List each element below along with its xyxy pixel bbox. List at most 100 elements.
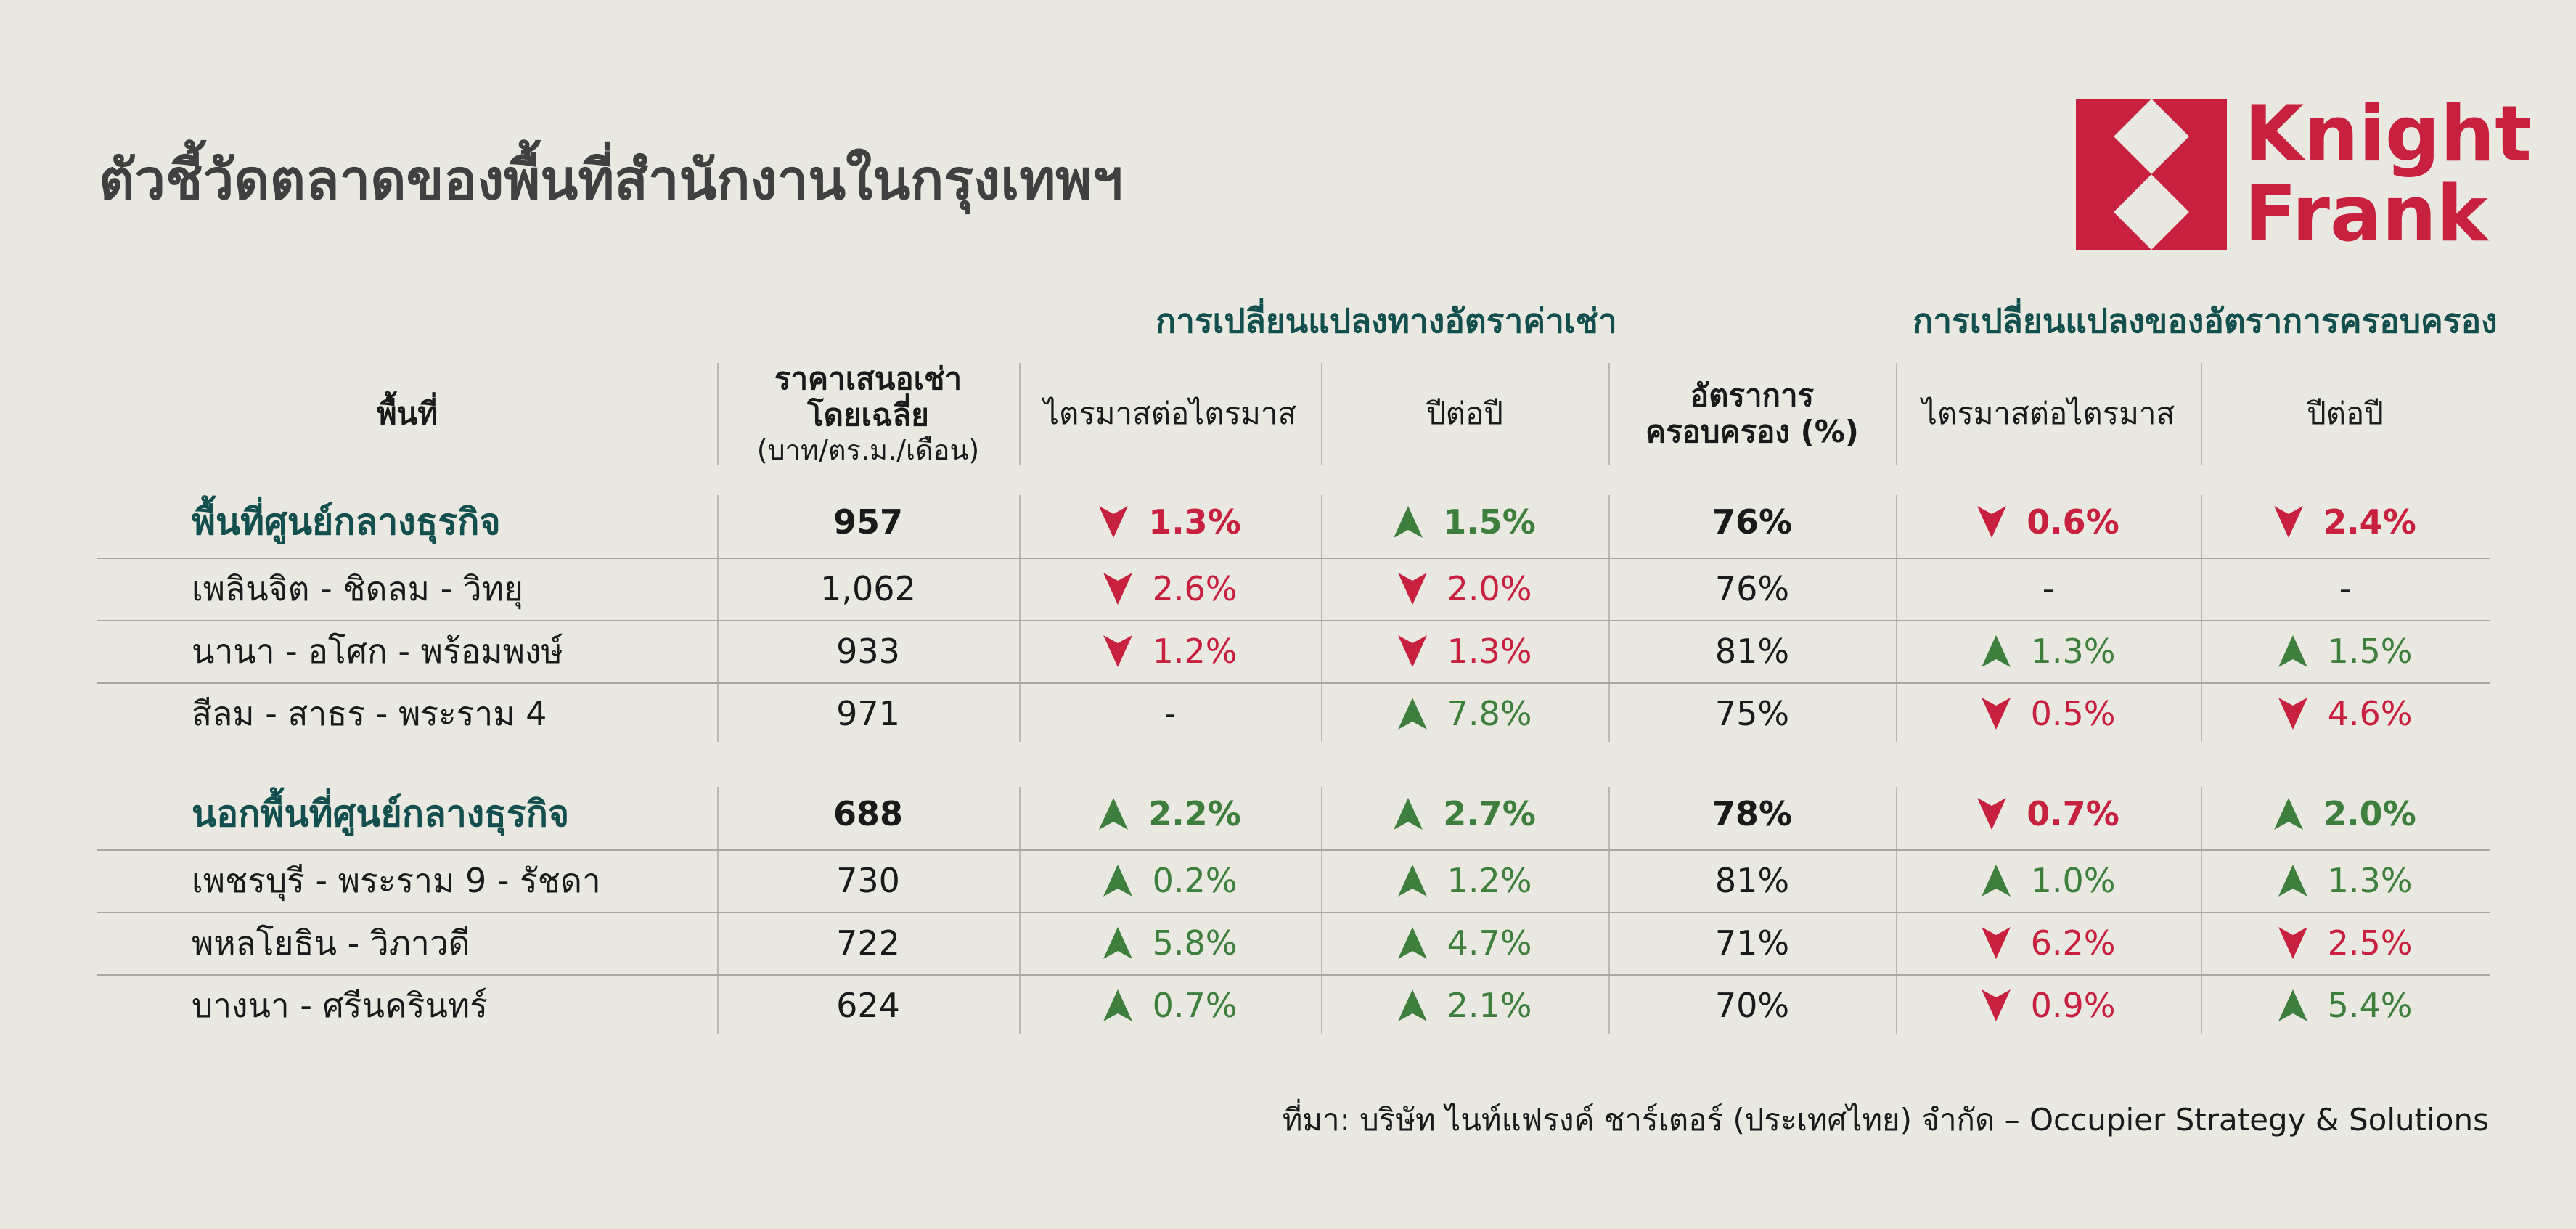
cell-occ-qoq: 1.3% xyxy=(1896,620,2201,682)
row-divider xyxy=(97,849,2490,851)
change-value: 1.3% xyxy=(1148,502,1241,542)
col-header-occ-line2: ครอบครอง (%) xyxy=(1645,414,1860,449)
col-header-occupancy: อัตราการ ครอบครอง (%) xyxy=(1608,363,1896,465)
cell-area-name: นานา - อโศก - พร้อมพงษ์ xyxy=(192,631,563,671)
source-note: ที่มา: บริษัท ไนท์แฟรงค์ ชาร์เตอร์ (ประเ… xyxy=(1282,1102,2489,1138)
change-value: 0.7% xyxy=(2027,794,2119,833)
arrow-down-icon xyxy=(2274,506,2304,538)
cell-rent-yoy: 2.0% xyxy=(1321,558,1608,620)
row-divider xyxy=(97,912,2490,913)
change-value: 1.5% xyxy=(1443,502,1536,542)
cell-occ-qoq: 1.0% xyxy=(1896,849,2201,912)
arrow-down-icon xyxy=(1397,573,1427,605)
col-header-area-label: พื้นที่ xyxy=(376,395,438,431)
change-value: 2.1% xyxy=(1447,986,1532,1025)
change-value: 0.7% xyxy=(1152,986,1238,1025)
arrow-up-icon xyxy=(1981,635,2011,667)
cell-rent-yoy: 1.5% xyxy=(1321,491,1608,553)
col-header-rent-qoq-label: ไตรมาสต่อไตรมาส xyxy=(1043,395,1297,431)
col-header-occ-qoq-label: ไตรมาสต่อไตรมาส xyxy=(1921,395,2175,431)
cell-occupancy: 76% xyxy=(1714,569,1790,608)
change-value: 1.3% xyxy=(1447,632,1532,671)
change-value: - xyxy=(2339,569,2352,608)
arrow-down-icon xyxy=(1981,989,2011,1021)
table-divider xyxy=(1019,495,1021,742)
col-header-rent-line2: โดยเฉลี่ย xyxy=(807,397,929,433)
header-divider xyxy=(717,363,719,465)
change-value: - xyxy=(1164,694,1177,733)
cell-rent-yoy: 1.3% xyxy=(1321,620,1608,682)
table-divider xyxy=(2201,787,2202,1034)
table-divider xyxy=(717,495,719,742)
cell-rent-qoq: 1.2% xyxy=(1019,620,1321,682)
arrow-up-icon xyxy=(1103,865,1132,897)
cell-rent-qoq: 0.7% xyxy=(1019,974,1321,1037)
cell-area-name: เพลินจิต - ชิดลม - วิทยุ xyxy=(192,568,523,608)
change-value: 2.4% xyxy=(2323,502,2416,542)
header-divider xyxy=(2201,363,2202,465)
cell-occ-qoq: 0.6% xyxy=(1896,491,2201,553)
knight-frank-logo: Knight Frank xyxy=(2076,96,2532,256)
change-value: 5.8% xyxy=(1152,923,1238,963)
arrow-down-icon xyxy=(2278,927,2307,959)
change-value: 1.0% xyxy=(2030,861,2116,900)
group-header-occupancy-change: การเปลี่ยนแปลงของอัตราการครอบครอง xyxy=(1913,301,2498,340)
cell-occ-yoy: 2.5% xyxy=(2201,912,2490,974)
cell-rent: 957 xyxy=(833,502,904,542)
page-title: ตัวชี้วัดตลาดของพื้นที่สำนักงานในกรุงเทพ… xyxy=(99,147,1124,212)
arrow-up-icon xyxy=(1103,927,1132,959)
table-divider xyxy=(1896,495,1897,742)
arrow-up-icon xyxy=(2278,635,2307,667)
col-header-rent-qoq: ไตรมาสต่อไตรมาส xyxy=(1019,363,1321,465)
col-header-rent-yoy-label: ปีต่อปี xyxy=(1426,395,1503,431)
arrow-down-icon xyxy=(1981,927,2011,959)
group-header-rent-change: การเปลี่ยนแปลงทางอัตราค่าเช่า xyxy=(1156,301,1617,340)
arrow-up-icon xyxy=(1103,989,1132,1021)
col-header-occ-qoq: ไตรมาสต่อไตรมาส xyxy=(1896,363,2201,465)
table-divider xyxy=(1608,495,1610,742)
table-divider xyxy=(1019,787,1021,1034)
change-value: 1.3% xyxy=(2327,861,2413,900)
cell-rent-qoq: 5.8% xyxy=(1019,912,1321,974)
cell-occ-qoq: - xyxy=(1896,558,2201,620)
cell-occupancy: 71% xyxy=(1714,923,1790,963)
cell-rent-qoq: - xyxy=(1019,682,1321,745)
cell-occ-yoy: 4.6% xyxy=(2201,682,2490,745)
knight-frank-diamond-icon xyxy=(2076,99,2227,250)
col-header-occ-line1: อัตราการ xyxy=(1690,377,1815,413)
change-value: 1.5% xyxy=(2327,632,2413,671)
arrow-up-icon xyxy=(2274,798,2304,830)
cell-occ-yoy: 2.4% xyxy=(2201,491,2490,553)
col-header-rent-yoy: ปีต่อปี xyxy=(1321,363,1608,465)
cell-occupancy: 76% xyxy=(1712,502,1793,542)
table-divider xyxy=(1608,787,1610,1034)
cell-rent: 624 xyxy=(836,986,900,1025)
arrow-down-icon xyxy=(1977,798,2007,830)
header-divider xyxy=(1608,363,1610,465)
change-value: - xyxy=(2042,569,2055,608)
change-value: 1.2% xyxy=(1447,861,1532,900)
change-value: 0.6% xyxy=(2027,502,2119,542)
cell-area-name: บางนา - ศรีนครินทร์ xyxy=(192,985,488,1025)
cell-rent-yoy: 1.2% xyxy=(1321,849,1608,912)
arrow-down-icon xyxy=(2278,698,2307,730)
row-divider xyxy=(97,974,2490,976)
cell-occupancy: 81% xyxy=(1714,632,1790,671)
cell-area-name: เพชรบุรี - พระราม 9 - รัชดา xyxy=(192,860,601,900)
change-value: 0.5% xyxy=(2030,694,2116,733)
cell-occ-yoy: 1.5% xyxy=(2201,620,2490,682)
cell-area-name: พื้นที่ศูนย์กลางธุรกิจ xyxy=(192,500,501,543)
change-value: 0.2% xyxy=(1152,861,1238,900)
cell-rent: 1,062 xyxy=(820,569,916,608)
arrow-up-icon xyxy=(1394,506,1423,538)
col-header-rent-unit: (บาท/ตร.ม./เดือน) xyxy=(756,433,980,466)
change-value: 2.0% xyxy=(2323,794,2416,833)
cell-rent-yoy: 4.7% xyxy=(1321,912,1608,974)
arrow-up-icon xyxy=(1397,989,1427,1021)
cell-rent-yoy: 7.8% xyxy=(1321,682,1608,745)
cell-occ-qoq: 6.2% xyxy=(1896,912,2201,974)
row-divider xyxy=(97,682,2490,684)
cell-occ-yoy: 5.4% xyxy=(2201,974,2490,1037)
col-header-area: พื้นที่ xyxy=(97,363,717,465)
cell-area-name: สีลม - สาธร - พระราม 4 xyxy=(192,693,547,733)
